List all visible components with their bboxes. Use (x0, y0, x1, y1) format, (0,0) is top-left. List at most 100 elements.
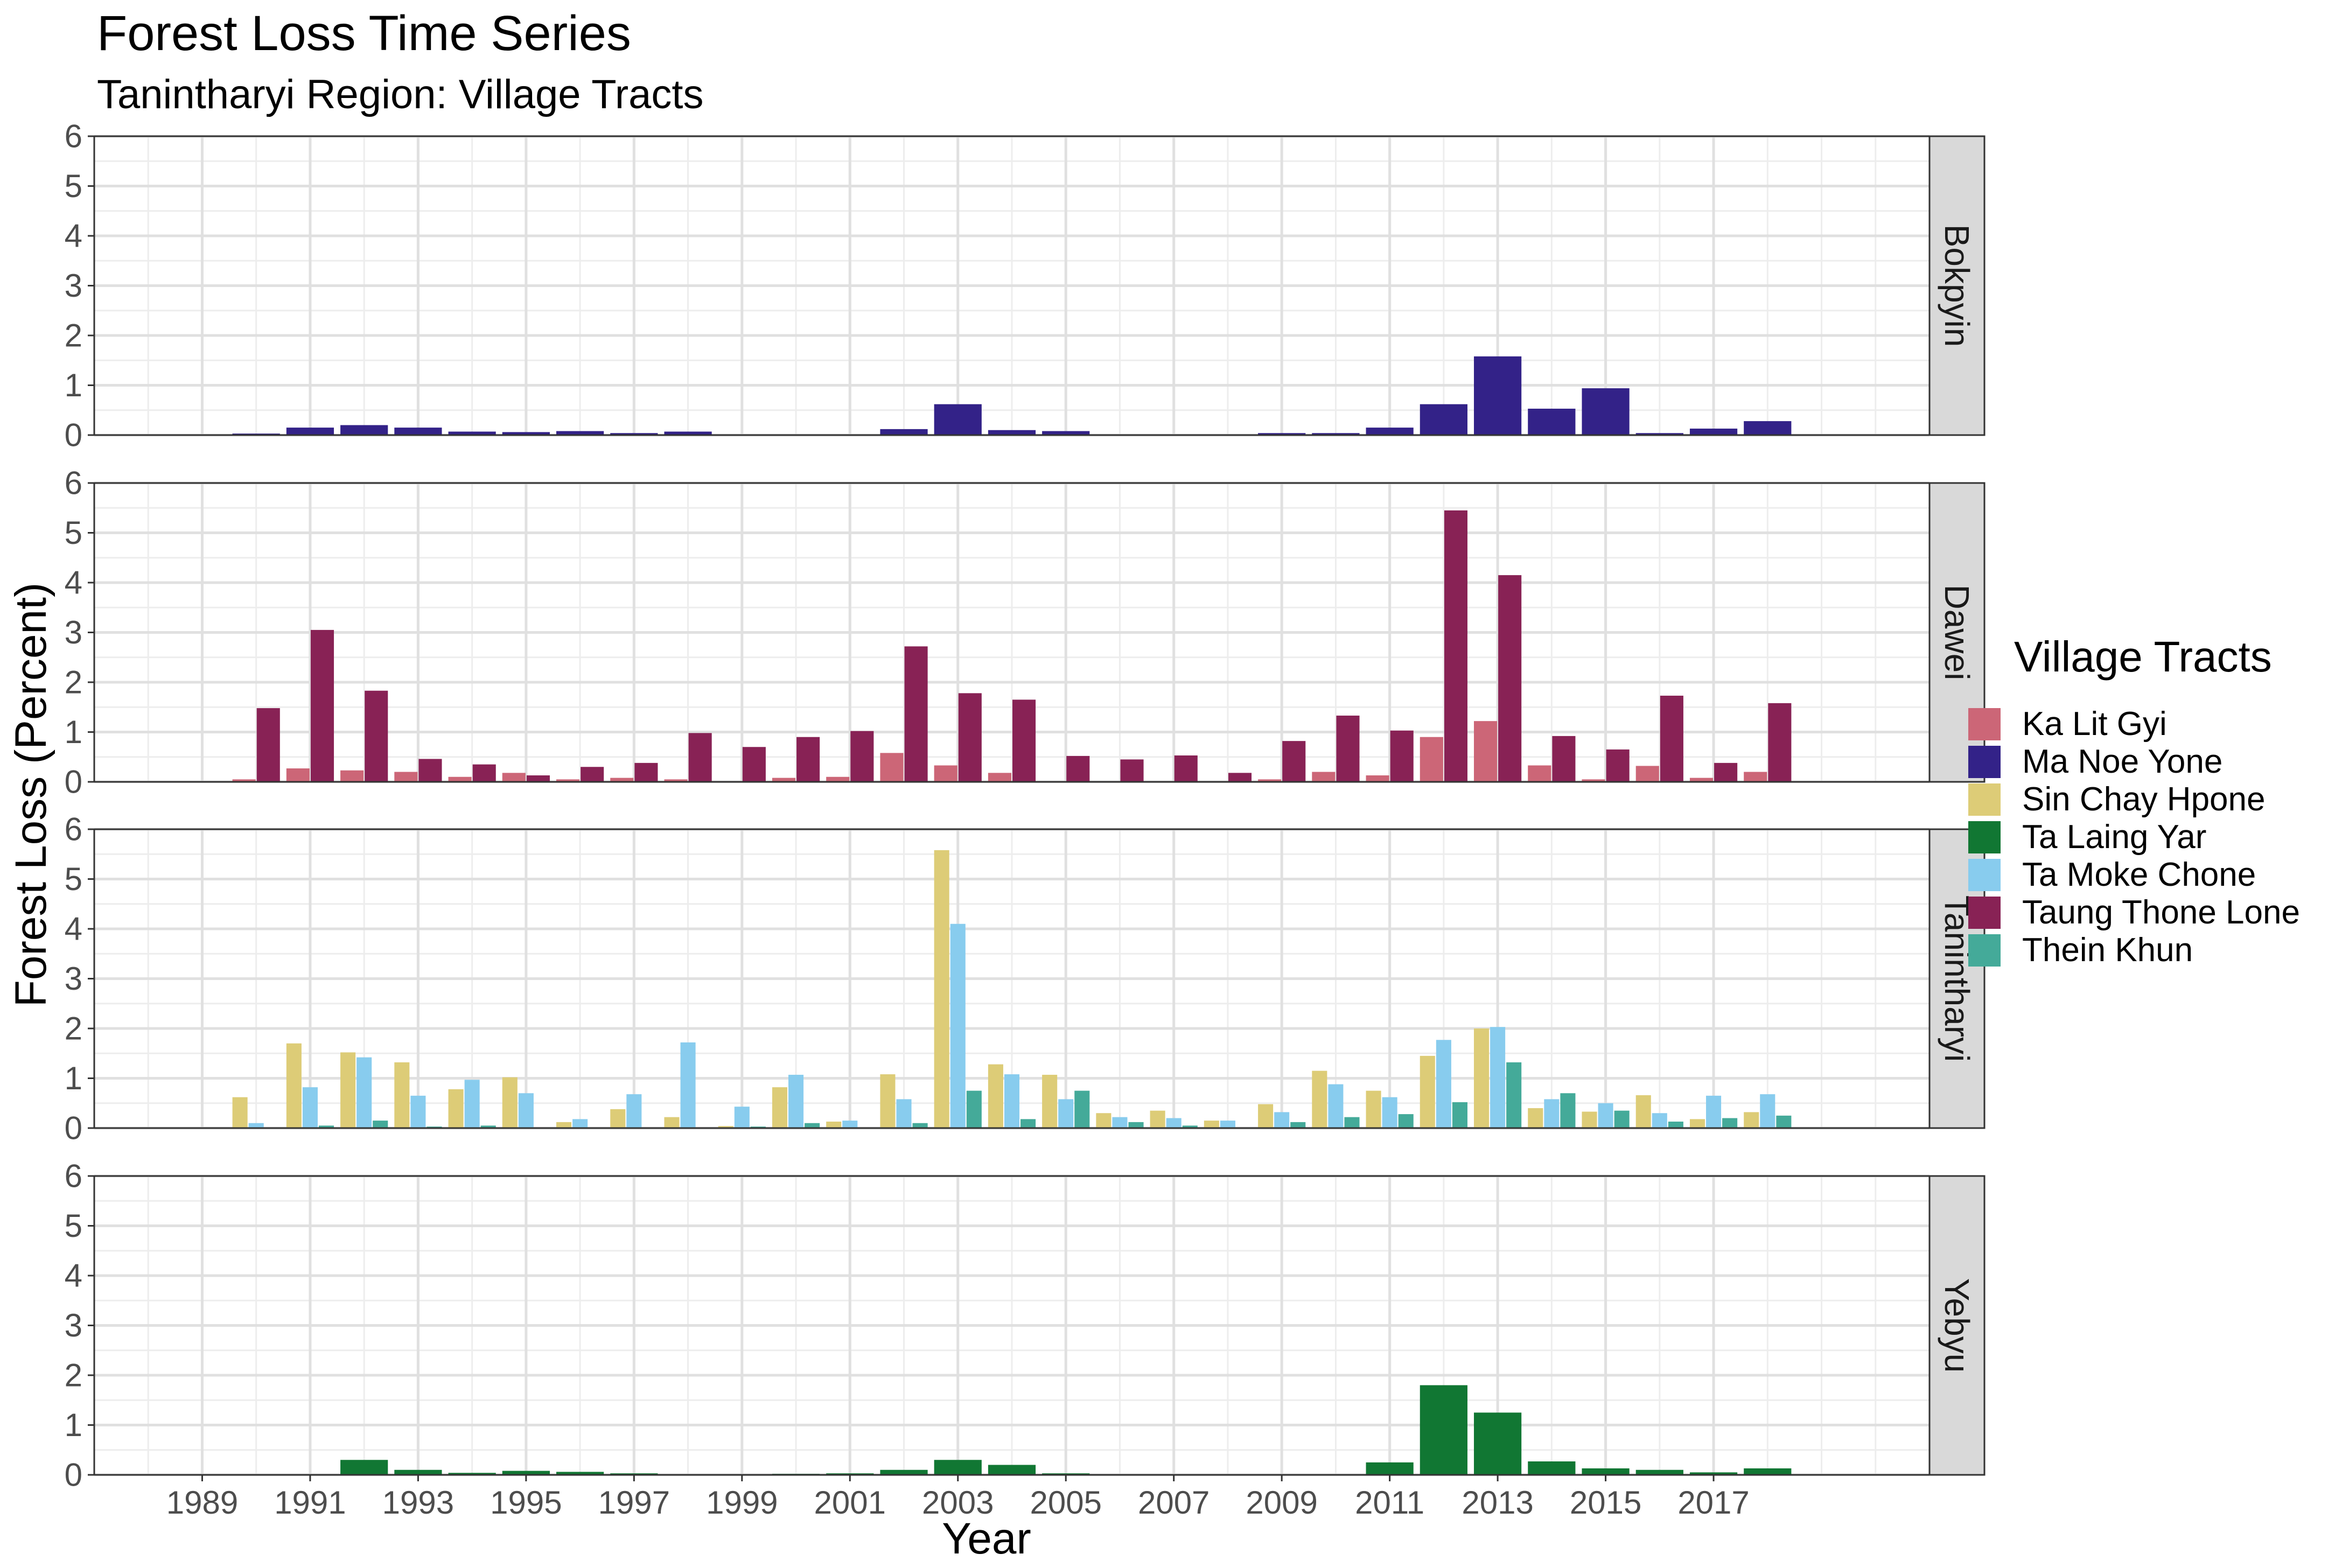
legend-key (1968, 746, 2001, 778)
x-tick-label: 1991 (274, 1485, 346, 1521)
bar-ta-moke-chone-1998 (680, 1042, 696, 1128)
bar-ka-lit-gyi-1994 (448, 776, 472, 782)
bar-ka-lit-gyi-2016 (1635, 766, 1659, 782)
x-tick-label: 1995 (490, 1485, 562, 1521)
bar-taung-thone-lone-2013 (1498, 575, 1522, 782)
legend-item-thein-khun: Thein Khun (1968, 932, 2300, 969)
bar-sin-chay-hpone-1998 (664, 1117, 680, 1128)
y-tick-label: 6 (65, 465, 82, 501)
y-tick-label: 1 (65, 714, 82, 750)
bar-ta-moke-chone-2016 (1652, 1113, 1667, 1128)
facet-strip-label: Dawei (1938, 585, 1976, 681)
bar-ka-lit-gyi-2018 (1744, 772, 1767, 782)
legend-key (1968, 934, 2001, 967)
legend-key (1968, 708, 2001, 740)
y-tick-label: 5 (65, 1208, 82, 1244)
legend-item-taung-thone-lone: Taung Thone Lone (1968, 894, 2300, 932)
x-tick-label: 2007 (1138, 1485, 1210, 1521)
bar-taung-thone-lone-2002 (904, 646, 928, 782)
bar-taung-thone-lone-1993 (418, 759, 442, 782)
bar-sin-chay-hpone-1993 (394, 1062, 410, 1128)
bar-ta-moke-chone-2015 (1598, 1103, 1613, 1128)
y-tick-label: 4 (65, 911, 82, 947)
bar-ka-lit-gyi-2012 (1420, 737, 1443, 782)
y-tick-label: 3 (65, 961, 82, 997)
bar-thein-khun-2013 (1506, 1062, 1522, 1128)
legend-label: Ta Laing Yar (2022, 818, 2207, 856)
bar-ta-laing-yar-1993 (394, 1469, 442, 1475)
bar-ta-moke-chone-2001 (842, 1121, 858, 1128)
bar-ma-noe-yone-1995 (502, 432, 550, 435)
bar-ta-laing-yar-2014 (1528, 1461, 1576, 1475)
bar-ka-lit-gyi-2013 (1474, 721, 1498, 782)
bar-taung-thone-lone-1990 (256, 708, 280, 782)
x-tick-label: 2001 (814, 1485, 886, 1521)
y-tick-label: 5 (65, 515, 82, 551)
bar-taung-thone-lone-2010 (1336, 715, 1360, 782)
bar-sin-chay-hpone-2007 (1150, 1110, 1165, 1128)
bar-sin-chay-hpone-2016 (1635, 1095, 1651, 1128)
bar-ta-moke-chone-1996 (572, 1119, 588, 1128)
facet-strip-label: Bokpyin (1938, 225, 1976, 347)
y-tick-label: 4 (65, 565, 82, 601)
bar-ta-moke-chone-2017 (1706, 1095, 1722, 1128)
y-tick-label: 5 (65, 168, 82, 204)
bar-ta-laing-yar-2002 (880, 1469, 928, 1475)
chart-subtitle: Tanintharyi Region: Village Tracts (97, 72, 704, 117)
bar-sin-chay-hpone-2006 (1096, 1113, 1111, 1128)
bar-sin-chay-hpone-2017 (1689, 1119, 1705, 1128)
bar-ma-noe-yone-1998 (664, 431, 712, 435)
bar-ka-lit-gyi-1998 (664, 779, 688, 782)
legend-item-sin-chay-hpone: Sin Chay Hpone (1968, 781, 2300, 818)
bar-sin-chay-hpone-1997 (610, 1109, 626, 1128)
bar-taung-thone-lone-2017 (1714, 762, 1738, 782)
bar-sin-chay-hpone-2005 (1042, 1075, 1058, 1128)
y-tick-label: 5 (65, 861, 82, 897)
bar-thein-khun-2003 (966, 1090, 982, 1128)
bar-sin-chay-hpone-1996 (556, 1122, 572, 1128)
bar-ta-moke-chone-2004 (1004, 1074, 1020, 1128)
bar-ta-moke-chone-1999 (734, 1107, 750, 1128)
bar-ka-lit-gyi-1995 (502, 773, 526, 782)
bar-sin-chay-hpone-2018 (1744, 1112, 1759, 1128)
bar-ka-lit-gyi-1992 (340, 770, 364, 782)
y-axis-label: Forest Loss (Percent) (6, 583, 55, 1007)
bar-ka-lit-gyi-2003 (934, 765, 957, 782)
bar-ta-laing-yar-1995 (502, 1471, 550, 1475)
bar-taung-thone-lone-2003 (958, 693, 982, 782)
bar-ta-moke-chone-2013 (1490, 1027, 1506, 1128)
y-tick-label: 2 (65, 1011, 82, 1047)
bar-ka-lit-gyi-2011 (1366, 775, 1389, 782)
bar-taung-thone-lone-2012 (1444, 510, 1467, 782)
bar-taung-thone-lone-2000 (796, 737, 820, 782)
bar-ma-noe-yone-1997 (610, 433, 658, 435)
bar-ta-moke-chone-2008 (1220, 1121, 1235, 1128)
bar-ma-noe-yone-2013 (1474, 356, 1522, 435)
bar-sin-chay-hpone-2001 (826, 1121, 842, 1128)
bar-taung-thone-lone-1991 (310, 629, 334, 782)
bar-ta-moke-chone-1991 (302, 1087, 318, 1128)
bar-taung-thone-lone-2015 (1606, 749, 1630, 782)
bar-ta-moke-chone-1995 (518, 1093, 534, 1128)
bar-ta-moke-chone-2002 (896, 1099, 912, 1128)
bar-ma-noe-yone-2009 (1258, 433, 1306, 435)
bar-ma-noe-yone-2016 (1635, 433, 1683, 435)
bar-ta-laing-yar-2015 (1582, 1468, 1630, 1475)
bar-ta-moke-chone-2003 (950, 923, 966, 1128)
y-tick-label: 0 (65, 417, 82, 453)
bar-ma-noe-yone-2005 (1042, 431, 1090, 435)
bar-taung-thone-lone-2006 (1120, 759, 1144, 782)
bar-ka-lit-gyi-1990 (232, 779, 256, 782)
bar-taung-thone-lone-2004 (1012, 699, 1036, 782)
bar-ta-moke-chone-1994 (464, 1080, 480, 1128)
bar-thein-khun-2014 (1560, 1093, 1576, 1128)
bar-ta-laing-yar-2018 (1744, 1468, 1792, 1475)
legend-label: Taung Thone Lone (2022, 894, 2300, 931)
bar-ta-moke-chone-2009 (1274, 1112, 1290, 1128)
bar-taung-thone-lone-2011 (1390, 730, 1414, 782)
legend-label: Ta Moke Chone (2022, 856, 2256, 893)
legend: Village Tracts Ka Lit Gyi Ma Noe Yone Sin … (1960, 635, 2300, 969)
bar-sin-chay-hpone-2011 (1366, 1090, 1381, 1128)
bar-ta-moke-chone-1997 (626, 1094, 642, 1128)
